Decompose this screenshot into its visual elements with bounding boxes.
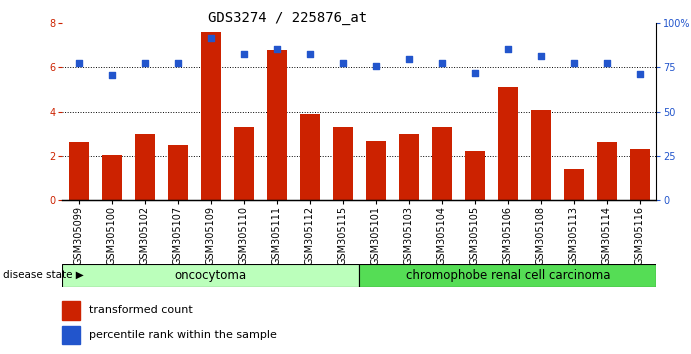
Text: disease state ▶: disease state ▶ — [3, 270, 84, 280]
Point — [73, 60, 84, 66]
Bar — [168, 145, 188, 200]
Bar — [62, 326, 80, 344]
Bar — [102, 155, 122, 200]
Point — [469, 70, 480, 76]
Point — [502, 46, 513, 51]
Bar — [267, 50, 287, 200]
Bar — [531, 110, 551, 200]
Point — [370, 64, 381, 69]
Point — [304, 51, 315, 57]
Bar — [564, 169, 584, 200]
Text: percentile rank within the sample: percentile rank within the sample — [89, 330, 277, 339]
Point — [536, 53, 547, 58]
Point — [634, 72, 645, 77]
Text: oncocytoma: oncocytoma — [175, 269, 247, 282]
Point — [205, 35, 216, 41]
Point — [569, 60, 580, 66]
Bar — [366, 141, 386, 200]
Bar — [498, 87, 518, 200]
Text: transformed count: transformed count — [89, 305, 193, 315]
Bar — [234, 127, 254, 200]
Point — [436, 60, 447, 66]
Point — [404, 56, 415, 62]
Bar — [135, 133, 155, 200]
Bar — [201, 32, 220, 200]
Bar — [597, 142, 617, 200]
Text: chromophobe renal cell carcinoma: chromophobe renal cell carcinoma — [406, 269, 610, 282]
Bar — [432, 127, 452, 200]
Bar — [333, 127, 352, 200]
Bar — [465, 152, 485, 200]
Text: GDS3274 / 225876_at: GDS3274 / 225876_at — [209, 11, 368, 25]
Point — [106, 73, 117, 78]
Bar — [399, 133, 419, 200]
Point — [172, 60, 183, 66]
Point — [337, 60, 348, 66]
Bar — [69, 142, 88, 200]
Bar — [300, 114, 320, 200]
Bar — [62, 264, 359, 287]
Bar — [630, 149, 650, 200]
Point — [601, 60, 612, 66]
Point — [139, 60, 150, 66]
Bar — [359, 264, 656, 287]
Point — [238, 51, 249, 57]
Point — [272, 46, 283, 51]
Bar — [62, 301, 80, 320]
